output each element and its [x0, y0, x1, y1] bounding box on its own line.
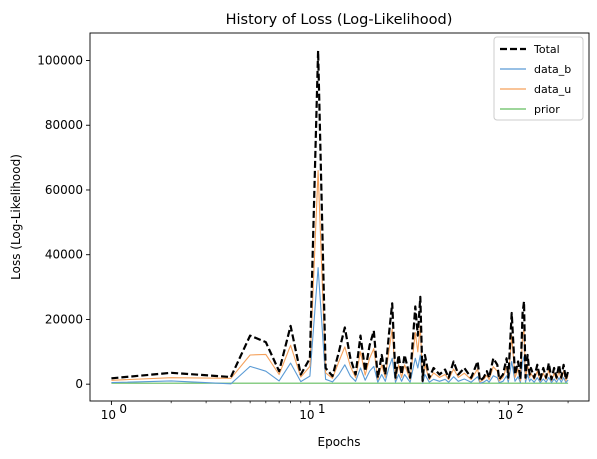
plot-area [111, 49, 570, 385]
legend-label: Total [533, 43, 560, 56]
y-axis: 0 20000 40000 60000 80000 100000 [37, 54, 90, 391]
x-tick-label: 10 [498, 408, 513, 422]
x-tick-label: 10 [299, 408, 314, 422]
series-line-total [111, 49, 570, 382]
y-tick-label: 100000 [37, 54, 83, 68]
x-axis-label: Epochs [318, 435, 361, 449]
y-tick-label: 80000 [45, 118, 83, 132]
x-tick-exponent: 2 [516, 402, 524, 416]
y-tick-label: 40000 [45, 248, 83, 262]
legend-box [493, 36, 584, 121]
y-axis-label: Loss (Log-Likelihood) [9, 154, 23, 280]
x-tick-label: 10 [101, 408, 116, 422]
series-line-data-u [111, 170, 569, 383]
chart-title: History of Loss (Log-Likelihood) [226, 12, 453, 28]
legend-label: prior [534, 103, 560, 116]
legend-label: data_b [534, 63, 571, 76]
y-tick-label: 0 [75, 377, 83, 391]
x-tick-exponent: 1 [318, 402, 326, 416]
y-tick-label: 20000 [45, 312, 83, 326]
x-tick-exponent: 0 [119, 402, 127, 416]
axes-frame [89, 32, 590, 402]
legend-label: data_u [534, 83, 571, 96]
y-tick-label: 60000 [45, 183, 83, 197]
series-line-data-b [111, 267, 569, 385]
x-axis: 10 0 10 1 10 2 [101, 401, 569, 422]
